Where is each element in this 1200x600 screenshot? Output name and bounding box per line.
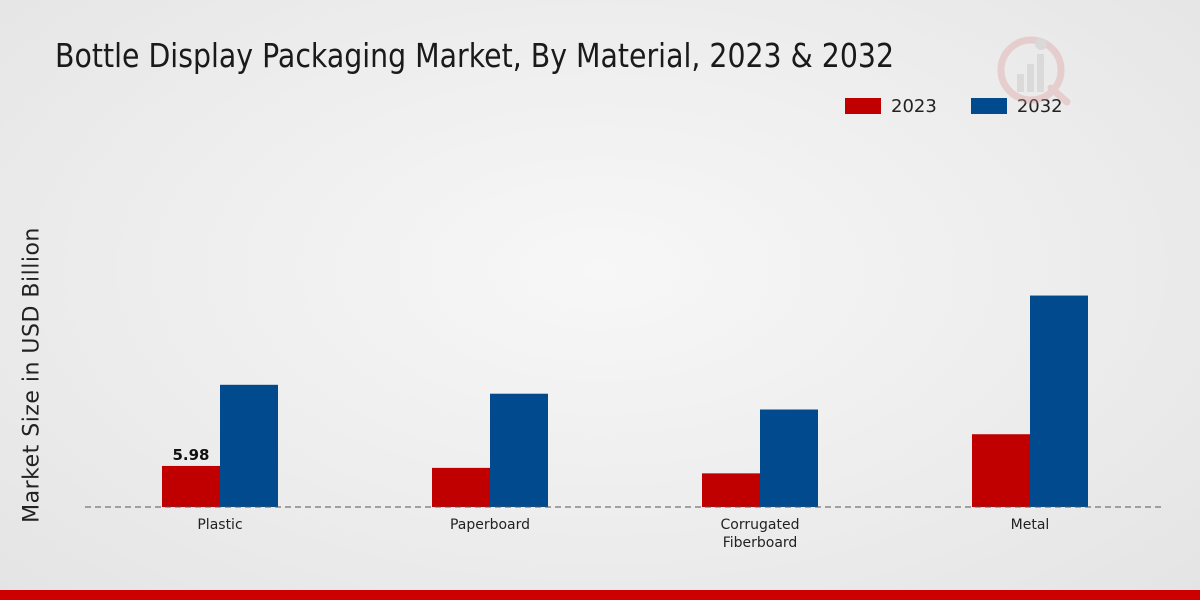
bar-chart-logo-icon bbox=[997, 36, 1071, 106]
legend: 2023 2032 bbox=[845, 94, 1063, 118]
legend-item-2032[interactable]: 2032 bbox=[970, 95, 1063, 117]
bar-2032-1[interactable] bbox=[490, 393, 548, 507]
x-tick-label-3: Metal bbox=[1011, 517, 1050, 533]
bar-2032-3[interactable] bbox=[1030, 295, 1088, 507]
legend-label-2023: 2023 bbox=[891, 95, 937, 117]
bar-2032-0[interactable] bbox=[220, 384, 278, 507]
footer-bar bbox=[0, 590, 1200, 600]
legend-swatch-2023 bbox=[845, 98, 881, 114]
legend-swatch-2032 bbox=[970, 98, 1007, 114]
data-label-0: 5.98 bbox=[172, 446, 209, 464]
bar-2032-2[interactable] bbox=[760, 409, 818, 507]
x-tick-label-0: Plastic bbox=[197, 517, 242, 533]
x-tick-label-2-line-1: Fiberboard bbox=[723, 535, 798, 551]
legend-item-2023[interactable]: 2023 bbox=[845, 96, 937, 117]
bar-2023-0[interactable] bbox=[162, 465, 220, 507]
x-tick-label-2-line-0: Corrugated bbox=[721, 517, 800, 533]
chart-title: Bottle Display Packaging Market, By Mate… bbox=[55, 36, 895, 75]
legend-label-2032: 2032 bbox=[1016, 95, 1063, 117]
bar-2023-2[interactable] bbox=[702, 473, 760, 507]
bar-2023-1[interactable] bbox=[432, 467, 490, 507]
bar-2023-3[interactable] bbox=[972, 434, 1030, 507]
x-tick-label-1: Paperboard bbox=[450, 517, 530, 533]
